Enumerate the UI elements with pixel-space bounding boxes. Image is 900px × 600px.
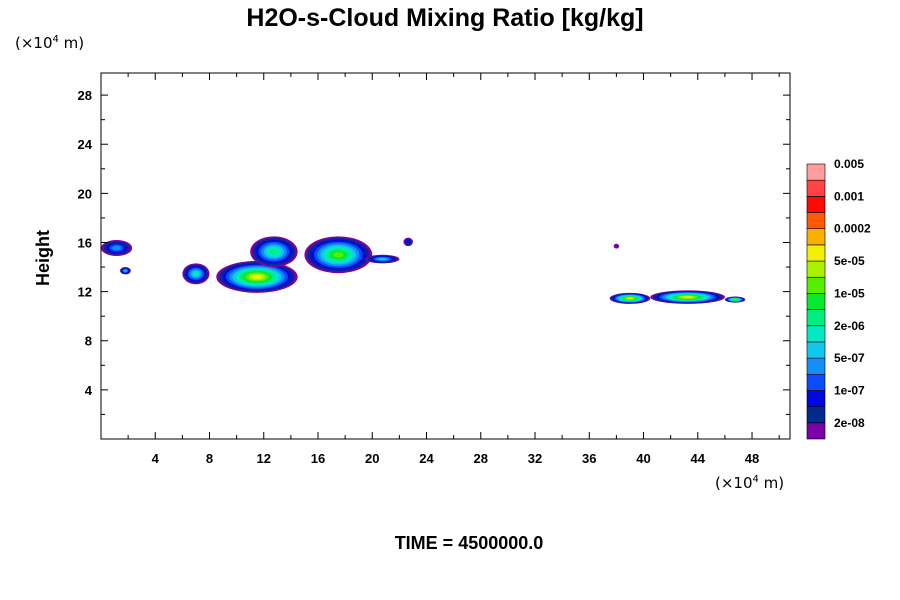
- cloud-contour: [406, 239, 411, 244]
- colorbar-swatch: [806, 357, 826, 375]
- x-tick-label: 32: [528, 451, 542, 466]
- cloud-contour: [733, 299, 737, 301]
- colorbar-swatch: [806, 325, 826, 343]
- cloud-contour: [112, 245, 122, 251]
- cloud-contour: [682, 296, 693, 299]
- y-tick-label: 28: [78, 88, 92, 103]
- colorbar-swatch: [806, 196, 826, 213]
- colorbar-swatch: [806, 163, 826, 181]
- plot-frame: [100, 72, 791, 440]
- x-tick-label: 24: [419, 451, 434, 466]
- colorbar-label: 0.001: [834, 189, 864, 203]
- colorbar-swatch: [806, 212, 826, 230]
- colorbar-swatch: [806, 390, 826, 407]
- x-tick-label: 28: [474, 451, 488, 466]
- cloud-field: [101, 236, 746, 304]
- x-tick-label: 48: [745, 451, 759, 466]
- x-tick-label: 44: [691, 451, 706, 466]
- y-axis-unit: (×104 m): [15, 34, 84, 52]
- y-tick-label: 20: [78, 186, 92, 201]
- colorbar-swatch: [806, 179, 826, 197]
- x-tick-label: 12: [257, 451, 271, 466]
- y-tick-label: 8: [85, 334, 92, 349]
- chart-title: H2O-s-Cloud Mixing Ratio [kg/kg]: [246, 4, 643, 32]
- colorbar-swatch: [806, 260, 826, 278]
- cloud-contour: [627, 297, 633, 300]
- cloud-contour: [124, 269, 127, 272]
- y-tick-label: 12: [78, 285, 92, 300]
- colorbar-label: 2e-08: [834, 416, 865, 430]
- colorbar-label: 1e-05: [834, 286, 865, 300]
- y-tick-label: 4: [85, 383, 93, 398]
- colorbar-swatch: [806, 244, 826, 262]
- x-tick-label: 4: [152, 451, 160, 466]
- colorbar-swatch: [806, 276, 826, 294]
- time-label: TIME = 4500000.0: [395, 533, 544, 553]
- colorbar-label: 0.005: [834, 157, 864, 171]
- y-tick-label: 16: [78, 235, 92, 250]
- cloud-contour: [251, 274, 263, 279]
- cloud-contour: [613, 243, 620, 249]
- colorbar-swatch: [806, 309, 826, 327]
- x-tick-label: 40: [636, 451, 650, 466]
- cloud-contour: [193, 271, 199, 277]
- colorbar-label: 5e-07: [834, 351, 865, 365]
- colorbar-swatch: [806, 373, 826, 391]
- colorbar-label: 1e-07: [834, 383, 865, 397]
- cloud-contour: [333, 251, 344, 258]
- x-tick-label: 36: [582, 451, 596, 466]
- cloud-contour: [378, 258, 387, 261]
- x-tick-label: 8: [206, 451, 213, 466]
- y-tick-label: 24: [78, 137, 93, 152]
- colorbar-swatch: [806, 341, 826, 359]
- colorbar-label: 5e-05: [834, 254, 865, 268]
- colorbar-swatch: [806, 406, 826, 424]
- colorbar-label: 0.0002: [834, 222, 871, 236]
- x-axis-unit: (×104 m): [715, 474, 784, 492]
- cloud-contour: [269, 248, 279, 255]
- colorbar: 2e-08 1e-07 5e-07 2e-06 1e-05 5e-05 0.0002 0.00…: [806, 157, 871, 440]
- colorbar-swatch: [806, 293, 826, 310]
- x-tick-label: 20: [365, 451, 379, 466]
- colorbar-label: 2e-06: [834, 319, 865, 333]
- x-tick-label: 16: [311, 451, 325, 466]
- colorbar-swatch: [806, 228, 826, 246]
- y-axis-label: Height: [33, 230, 53, 286]
- colorbar-swatch: [806, 422, 826, 440]
